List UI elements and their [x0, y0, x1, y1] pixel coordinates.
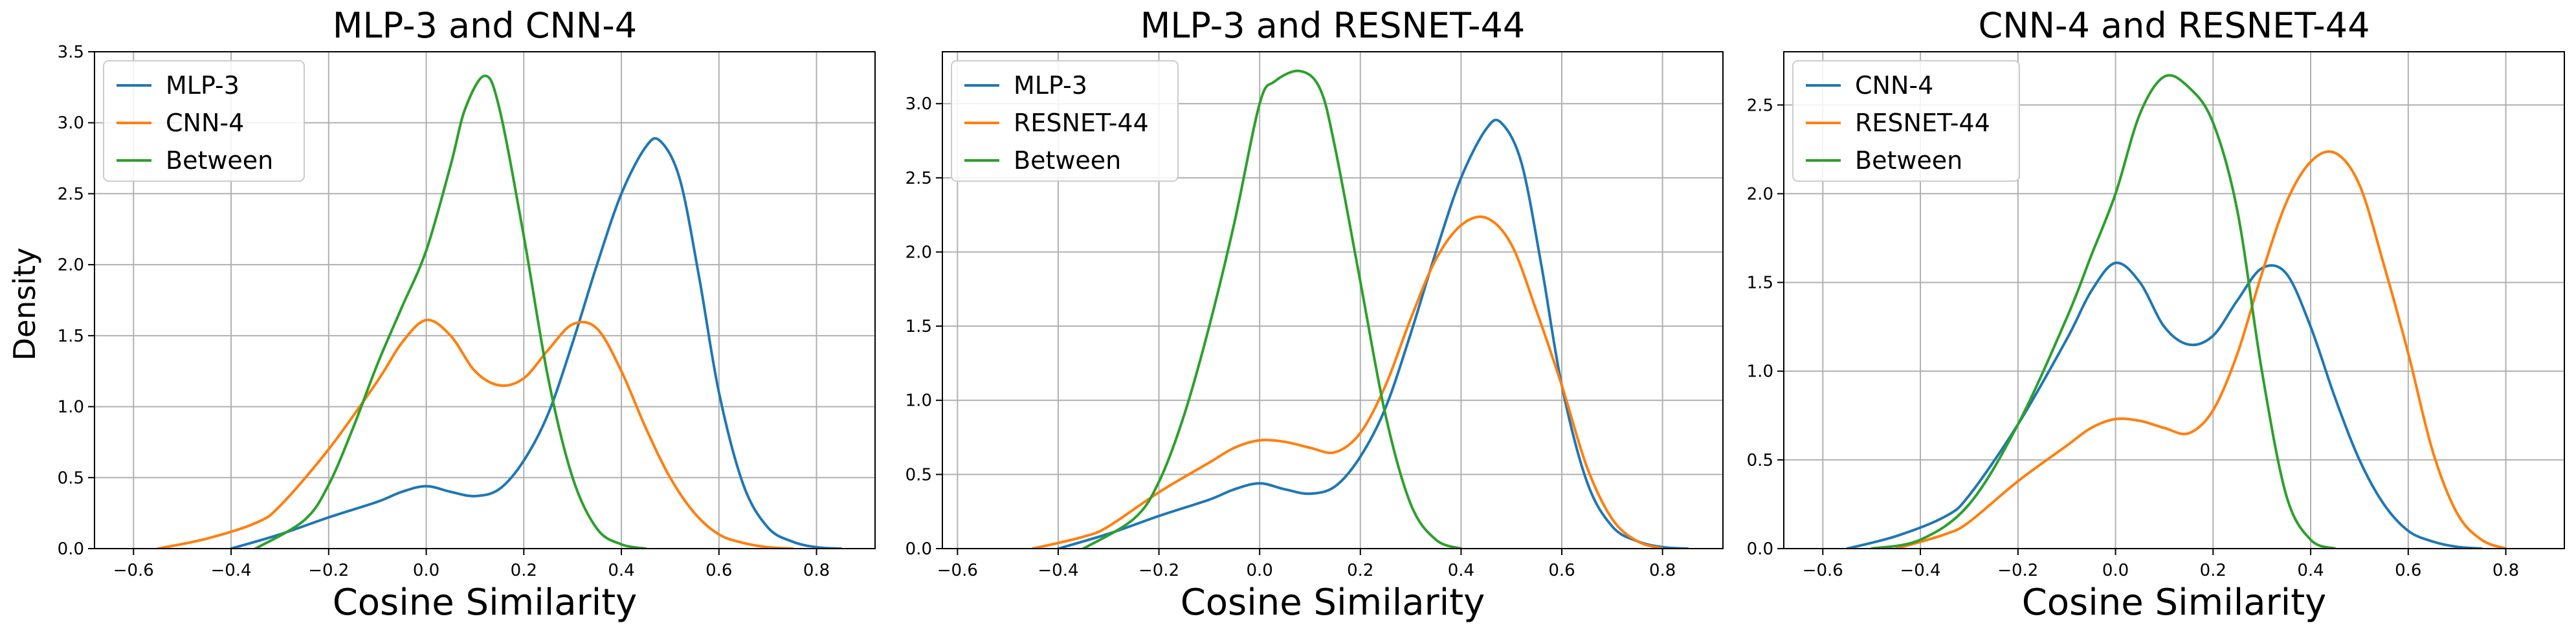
x-tick-label: −0.6: [113, 561, 154, 580]
y-tick-label: 0.0: [905, 540, 932, 559]
x-tick-label: −0.2: [308, 561, 349, 580]
x-tick-label: 0.6: [1548, 561, 1575, 580]
x-tick-label: −0.4: [1038, 561, 1078, 580]
y-tick-label: 2.5: [58, 184, 84, 204]
y-tick-label: 0.5: [1747, 451, 1773, 470]
x-tick-label: 0.0: [2102, 561, 2129, 580]
series-line-mlp-3: [1056, 118, 1689, 549]
legend-box: [1792, 60, 2020, 182]
x-tick-label: 0.2: [2200, 561, 2226, 580]
legend-label: RESNET-44: [1855, 109, 1990, 137]
x-tick-label: −0.6: [937, 561, 978, 580]
legend-label: CNN-4: [166, 109, 244, 137]
chart-panel-1: −0.6 −0.4 −0.2 0.0 0.2 0.4 0.6 0.8 0.0 0.5 1.0 1.5 2…: [58, 5, 876, 624]
chart-panel-3: −0.6 −0.4 −0.2 0.0 0.2 0.4 0.6 0.8 0.0 0.5 1.0 1.5 2…: [1747, 5, 2565, 624]
y-tick-label: 2.0: [905, 243, 932, 262]
x-tick-label: −0.4: [1900, 561, 1940, 580]
legend-label: Between: [1855, 146, 1962, 175]
legend-label: RESNET-44: [1014, 109, 1149, 137]
x-tick-label: 0.2: [1347, 561, 1373, 580]
x-tick-label: 0.2: [511, 561, 537, 580]
plot-frame: [1783, 51, 2565, 549]
y-tick-label: 0.5: [58, 468, 84, 488]
y-tick-label: 1.0: [58, 398, 84, 417]
y-tick-label: 1.0: [1747, 362, 1773, 382]
chart-panel-2: −0.6 −0.4 −0.2 0.0 0.2 0.4 0.6 0.8 0.0 0.5 1.0 1.5 2…: [905, 5, 1724, 624]
y-tick-label: 2.5: [1747, 96, 1773, 115]
legend-label: MLP-3: [166, 71, 239, 100]
shared-ylabel: Density: [7, 248, 42, 361]
y-tick-label: 0.5: [905, 465, 932, 485]
y-tick-label: 3.0: [905, 94, 932, 114]
chart-title: MLP-3 and CNN-4: [333, 5, 637, 46]
x-tick-label: 0.0: [413, 561, 439, 580]
plot-frame: [942, 51, 1724, 549]
y-tick-label: 0.0: [58, 540, 84, 559]
x-tick-label: 0.8: [1649, 561, 1676, 580]
series-line-cnn-4: [156, 318, 794, 549]
series-line-between: [254, 74, 647, 549]
chart-title: CNN-4 and RESNET-44: [1979, 5, 2370, 46]
legend: CNN-4 RESNET-44 Between: [1792, 60, 2020, 182]
x-tick-label: 0.8: [803, 561, 830, 580]
x-tick-label: −0.6: [1803, 561, 1843, 580]
x-tick-label: −0.2: [1997, 561, 2038, 580]
legend-box: [103, 60, 305, 182]
x-tick-label: 0.4: [608, 561, 634, 580]
series-line-resnet-44: [1032, 215, 1664, 549]
legend-label: Between: [1014, 146, 1121, 175]
legend-box: [951, 60, 1179, 182]
series-line-resnet-44: [1894, 150, 2507, 549]
x-tick-label: 0.8: [2493, 561, 2519, 580]
x-axis-label: Cosine Similarity: [2022, 582, 2327, 624]
y-tick-label: 1.0: [905, 391, 932, 411]
legend-label: Between: [166, 146, 273, 175]
y-tick-label: 0.0: [1747, 540, 1773, 559]
legend: MLP-3 CNN-4 Between: [103, 60, 305, 182]
x-tick-label: −0.2: [1138, 561, 1179, 580]
series-group: [1845, 74, 2507, 549]
x-tick-label: 0.0: [1247, 561, 1273, 580]
y-tick-label: 1.5: [1747, 274, 1773, 293]
series-line-between: [1082, 69, 1463, 549]
y-tick-label: 2.5: [905, 169, 932, 188]
series-group: [156, 74, 843, 549]
legend-label: MLP-3: [1014, 71, 1087, 100]
y-tick-label: 1.5: [58, 327, 84, 346]
series-group: [1032, 69, 1689, 549]
x-tick-label: 0.6: [705, 561, 732, 580]
y-tick-label: 1.5: [905, 317, 932, 336]
legend: MLP-3 RESNET-44 Between: [951, 60, 1179, 182]
x-tick-label: 0.4: [2297, 561, 2324, 580]
plot-frame: [94, 51, 876, 549]
legend-label: CNN-4: [1855, 71, 1933, 100]
y-tick-label: 3.5: [58, 43, 84, 62]
series-line-mlp-3: [230, 137, 843, 549]
x-axis-label: Cosine Similarity: [333, 582, 638, 624]
series-line-between: [1870, 74, 2337, 549]
y-tick-label: 3.0: [58, 114, 84, 133]
y-tick-label: 2.0: [1747, 184, 1773, 204]
x-tick-label: −0.4: [210, 561, 251, 580]
series-line-cnn-4: [1845, 261, 2483, 549]
x-axis-label: Cosine Similarity: [1181, 582, 1485, 624]
y-tick-label: 2.0: [58, 256, 84, 275]
x-tick-label: 0.4: [1448, 561, 1474, 580]
chart-title: MLP-3 and RESNET-44: [1140, 5, 1525, 46]
x-tick-label: 0.6: [2395, 561, 2421, 580]
